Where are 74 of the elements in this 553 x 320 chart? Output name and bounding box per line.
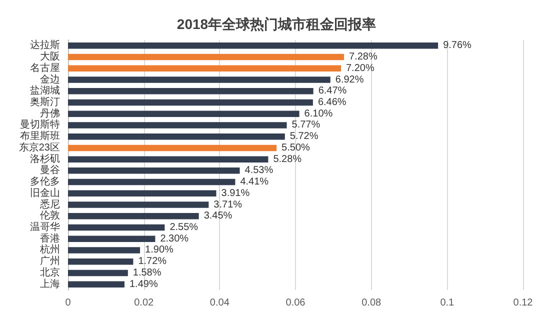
y-tick-label: 丹佛: [40, 108, 60, 120]
data-label: 1.58%: [132, 267, 162, 278]
data-label: 5.28%: [273, 154, 302, 165]
bar: [68, 281, 124, 288]
data-label: 6.46%: [318, 97, 346, 108]
data-label: 6.47%: [318, 86, 347, 97]
y-tick-label: 盐湖城: [30, 84, 60, 97]
data-label: 3.71%: [214, 199, 242, 210]
y-tick-label: 洛杉矶: [30, 152, 60, 165]
y-tick-label: 奥斯汀: [30, 96, 60, 108]
y-tick-label: 上海: [40, 278, 60, 290]
y-tick-label: 北京: [40, 266, 60, 278]
bar: [68, 76, 330, 83]
bar: [68, 110, 300, 117]
x-tick-label: 0.06: [286, 298, 306, 308]
data-label: 7.20%: [346, 62, 374, 74]
bar: [68, 54, 344, 60]
y-tick-label: 曼谷: [40, 164, 60, 176]
data-label: 5.72%: [290, 131, 318, 142]
bar: [68, 178, 236, 186]
x-tick-label: 0.1: [440, 298, 455, 308]
bar: [68, 133, 285, 140]
y-tick-label: 杭州: [39, 244, 60, 256]
y-tick-label: 温哥华: [30, 221, 60, 233]
x-tick-label: 0.02: [134, 298, 154, 308]
y-tick-label: 伦敦: [40, 210, 60, 222]
bar: [68, 190, 216, 197]
bar: [68, 236, 156, 242]
bar: [68, 144, 277, 152]
x-tick-label: 0: [65, 298, 72, 308]
chart-title: 2018年全球热门城市租金回报率: [176, 16, 376, 32]
bar: [68, 122, 287, 128]
data-label: 3.45%: [204, 210, 232, 222]
data-label: 5.77%: [292, 120, 320, 131]
y-tick-label: 多伦多: [30, 176, 60, 188]
data-label: 2.30%: [160, 233, 189, 244]
data-label: 1.72%: [138, 256, 167, 268]
x-tick-label: 0.04: [210, 298, 230, 308]
bar: [68, 156, 268, 162]
bar: [68, 168, 240, 174]
data-label: 6.10%: [304, 108, 333, 120]
y-tick-label: 大阪: [40, 50, 60, 63]
y-tick-label: 广州: [40, 255, 60, 268]
data-label: 6.92%: [335, 74, 364, 86]
data-label: 1.90%: [145, 244, 174, 256]
data-label: 7.28%: [349, 52, 378, 63]
x-tick-label: 0.12: [513, 298, 534, 308]
data-label: 3.91%: [221, 188, 250, 199]
data-label: 9.76%: [443, 40, 472, 52]
data-label: 4.41%: [240, 176, 269, 188]
bar: [68, 99, 313, 106]
y-tick-label: 香港: [40, 232, 60, 244]
bar: [68, 88, 314, 94]
bar: [68, 42, 438, 49]
bar: [68, 202, 209, 208]
bar: [68, 224, 165, 231]
y-tick-label: 旧金山: [30, 186, 60, 199]
data-label: 4.53%: [244, 165, 274, 176]
y-tick-label: 东京23区: [18, 141, 60, 154]
bar: [68, 213, 199, 220]
y-tick-label: 布里斯班: [20, 130, 60, 142]
y-tick-label: 达拉斯: [30, 39, 60, 52]
data-label: 1.49%: [129, 278, 158, 290]
y-tick-label: 悉尼: [39, 198, 60, 210]
bar: [68, 247, 140, 254]
bar: [68, 65, 341, 72]
bar: [68, 270, 128, 276]
y-tick-label: 名古屋: [30, 62, 60, 74]
bar: [68, 258, 134, 265]
x-tick-label: 0.08: [362, 298, 382, 308]
data-label: 5.50%: [282, 142, 310, 154]
y-tick-label: 曼切斯特: [20, 118, 60, 131]
data-label: 2.55%: [170, 222, 198, 233]
y-tick-label: 金边: [40, 73, 60, 86]
